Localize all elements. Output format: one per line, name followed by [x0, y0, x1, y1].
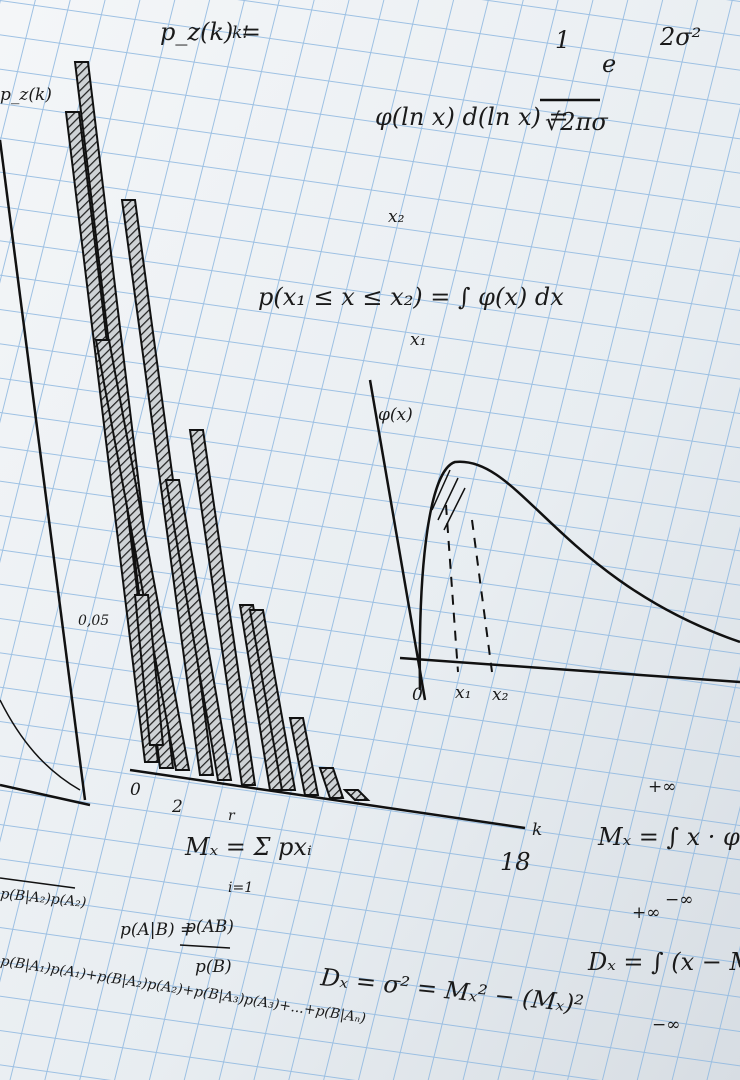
formula: 2σ² — [659, 23, 701, 51]
histogram-bar — [318, 767, 345, 799]
formula: r — [228, 808, 236, 824]
formula: 1 — [555, 26, 570, 54]
histogram-bar — [188, 429, 257, 786]
tick-label: 0,05 — [78, 613, 109, 629]
formula: +∞ — [632, 903, 660, 923]
tick-label: 2 — [171, 797, 183, 817]
axes — [0, 98, 740, 949]
formula: −∞ — [665, 890, 693, 910]
formula: φ(ln x) d(ln x) = — [375, 103, 569, 131]
tick-label: x₁ — [455, 683, 471, 703]
formula: x₁ — [410, 330, 426, 350]
axis-label: p_z(k) — [0, 85, 52, 105]
formula: p_z(k) = — [160, 18, 261, 46]
formula: i=1 — [228, 880, 253, 896]
tick-label: x₂ — [492, 685, 509, 705]
tick-label: 0 — [130, 780, 141, 800]
formula: Dₓ = ∫ (x − M — [587, 948, 740, 976]
formula: −∞ — [652, 1015, 680, 1035]
tick-label: 18 — [500, 848, 531, 876]
histogram-bar — [248, 609, 297, 791]
histogram-bar — [133, 594, 165, 746]
formula: k! — [232, 23, 249, 43]
histogram-bar — [342, 789, 371, 801]
formula: p(B) — [195, 957, 232, 977]
formula: p(x₁ ≤ x ≤ x₂) = ∫ φ(x) dx — [258, 283, 564, 311]
formula: Mₓ = Σ pxᵢ — [184, 833, 312, 861]
formula: Mₓ = ∫ x · φ — [597, 823, 740, 851]
formula: √2πσ — [545, 108, 608, 136]
formula: e — [602, 50, 616, 78]
histogram-bar — [288, 717, 320, 796]
histogram-bar — [164, 479, 233, 781]
formula: +∞ — [648, 777, 676, 797]
axis-label: φ(x) — [378, 405, 413, 425]
formula: p(AB) — [185, 917, 234, 937]
formula: p(A|B) = — [120, 920, 194, 940]
formula: x₂ — [388, 207, 405, 227]
tick-label: 0 — [412, 685, 423, 705]
axis-label: k — [532, 820, 542, 840]
histogram — [64, 61, 371, 801]
